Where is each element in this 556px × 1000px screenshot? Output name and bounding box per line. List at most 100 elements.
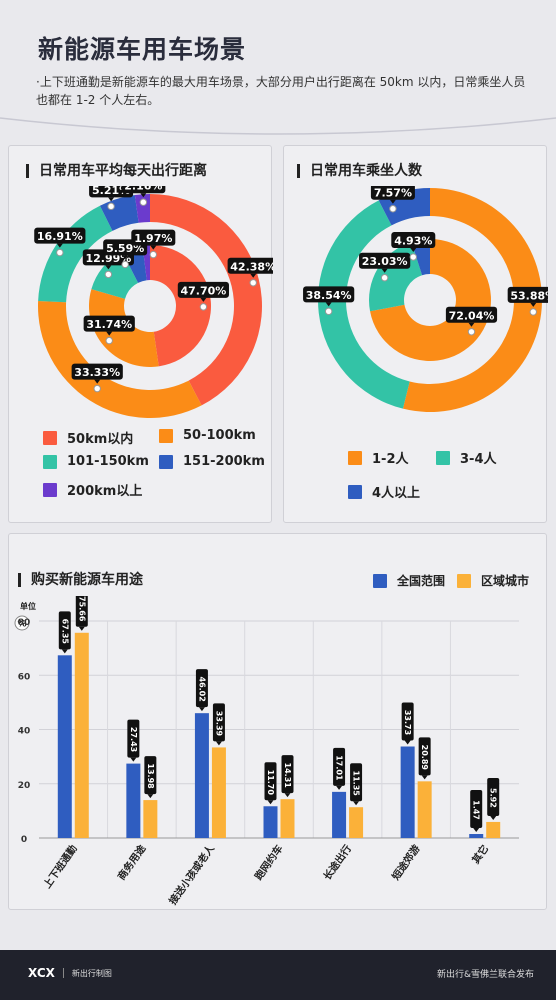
donut-value-label: 1.97% xyxy=(131,229,176,259)
bar-value-label: 17.01 xyxy=(333,747,346,790)
y-tick-label: 80 xyxy=(18,618,31,628)
distance-chart-card: 日常用车平均每天出行距离 42.38% 33.33% 16.91% 5.21% 2.16… xyxy=(8,145,273,523)
footer-logo: XCX 新出行制图 xyxy=(28,966,112,980)
bar-value-label: 14.31 xyxy=(281,755,294,798)
svg-text:14.31: 14.31 xyxy=(283,763,292,789)
passenger-donut-chart: 53.88% 38.54% 7.57% 72.04% 23.03% 4.93% xyxy=(303,186,548,412)
legend-swatch xyxy=(43,430,57,445)
svg-text:38.54%: 38.54% xyxy=(306,289,352,302)
bar-value-label: 33.73 xyxy=(401,702,414,745)
legend-item-1-2: 1-2人 xyxy=(348,448,409,467)
x-category-label: 商务用途 xyxy=(115,841,149,882)
bar-value-label: 20.89 xyxy=(418,737,431,780)
bar xyxy=(126,763,141,838)
svg-text:17.01: 17.01 xyxy=(335,755,344,781)
donut-value-label: 53.88% xyxy=(507,286,548,316)
legend-label: 50-100km xyxy=(183,428,256,443)
x-category-label: 跑网约车 xyxy=(252,842,286,882)
legend-swatch xyxy=(43,482,57,497)
donut-slice xyxy=(38,205,113,303)
usage-bar-chart: 单位% 0 20 40 60 80 67.35 75.66 上下班通勤 27.43 13.98 商务用… xyxy=(14,596,519,906)
bar xyxy=(74,632,89,838)
svg-text:27.43: 27.43 xyxy=(129,727,138,752)
svg-text:20.89: 20.89 xyxy=(420,745,429,771)
bar xyxy=(486,821,501,838)
svg-text:46.02: 46.02 xyxy=(197,677,206,702)
logo-separator xyxy=(62,968,64,978)
svg-text:33.33%: 33.33% xyxy=(74,366,120,379)
svg-text:33.39: 33.39 xyxy=(214,711,223,737)
x-category-label: 长途出行 xyxy=(320,842,354,882)
distance-donut-chart: 42.38% 33.33% 16.91% 5.21%2.16% 47.70% 31.74%… xyxy=(34,186,273,418)
donut-value-label: 7.57% xyxy=(370,186,415,213)
legend-label: 4人以上 xyxy=(372,486,421,501)
donut-slice xyxy=(370,239,491,361)
logo-subtext: 新出行制图 xyxy=(71,968,112,978)
unit-label: 单位 xyxy=(20,601,36,611)
bar-value-label: 11.35 xyxy=(350,763,363,806)
legend-item-national: 全国范围 xyxy=(373,572,445,589)
bar xyxy=(263,806,278,838)
footer: XCX 新出行制图 新出行&雪佛兰联合发布 xyxy=(0,950,556,1000)
bar xyxy=(417,781,432,838)
passenger-chart-card: 日常用车乘坐人数 53.88% 38.54% 7.57% 72.04% 23.03% 4.… xyxy=(283,145,548,523)
legend-label: 3-4人 xyxy=(460,452,497,467)
donut-value-label: 33.33% xyxy=(71,363,123,393)
legend-item-101-150km: 101-150km xyxy=(43,454,149,469)
donut-slice xyxy=(402,188,542,412)
legend-swatch xyxy=(348,450,362,465)
svg-text:13.98: 13.98 xyxy=(146,763,155,789)
legend-item-151-200km: 151-200km xyxy=(159,454,265,469)
legend-swatch xyxy=(436,450,450,465)
svg-text:75.66: 75.66 xyxy=(77,596,86,622)
unit-symbol: % xyxy=(14,615,30,631)
logo-text: XCX xyxy=(28,966,55,980)
svg-text:33.73: 33.73 xyxy=(403,710,412,735)
x-category-label: 短途郊游 xyxy=(389,842,423,882)
legend-label: 101-150km xyxy=(67,454,149,469)
legend-label: 全国范围 xyxy=(397,574,446,588)
svg-text:16.91%: 16.91% xyxy=(37,230,83,243)
x-category-label: 其它 xyxy=(469,842,491,866)
passenger-chart-title: 日常用车乘坐人数 xyxy=(297,164,422,178)
bar xyxy=(332,791,347,838)
legend-swatch xyxy=(457,573,471,588)
legend-item-4-plus: 4人以上 xyxy=(348,482,420,501)
legend-swatch xyxy=(373,573,387,588)
bar xyxy=(143,800,158,838)
legend-item-200km-plus: 200km以上 xyxy=(43,480,142,499)
legend-swatch xyxy=(159,428,173,443)
bar-value-label: 27.43 xyxy=(127,719,140,762)
donut-value-label: 23.03% xyxy=(359,252,411,282)
donut-value-label: 16.91% xyxy=(34,227,86,257)
distance-chart-title: 日常用车平均每天出行距离 xyxy=(26,164,207,178)
bar-value-label: 13.98 xyxy=(144,756,157,799)
svg-text:72.04%: 72.04% xyxy=(449,309,495,322)
donut-value-label: 31.74% xyxy=(83,315,135,345)
donut-value-label: 72.04% xyxy=(445,306,498,336)
svg-text:%: % xyxy=(17,620,26,630)
legend-label: 1-2人 xyxy=(372,452,409,467)
legend-item-50-100km: 50-100km xyxy=(159,428,256,443)
donut-slice xyxy=(150,245,211,367)
svg-text:47.70%: 47.70% xyxy=(180,284,226,297)
legend-swatch xyxy=(159,454,173,469)
usage-bar-chart-card: 购买新能源车用途 全国范围 区域城市 单位% 0 20 40 60 80 67.35 75.6… xyxy=(8,533,547,910)
svg-text:11.70: 11.70 xyxy=(266,770,275,796)
donut-value-label: 38.54% xyxy=(303,286,355,316)
donut-slice xyxy=(150,194,263,406)
donut-slice xyxy=(318,200,410,409)
bar xyxy=(57,655,72,838)
bar-value-label: 1.47 xyxy=(470,790,483,833)
donut-slice xyxy=(38,300,202,418)
donut-value-label: 47.70% xyxy=(177,281,229,311)
intro-text: ·上下班通勤是新能源车的最大用车场景，大部分用户出行距离在 50km 以内，日常… xyxy=(36,75,526,107)
header-decor-arc xyxy=(0,117,556,135)
bar xyxy=(194,713,209,838)
legend-label: 区域城市 xyxy=(481,574,530,588)
legend-item-3-4: 3-4人 xyxy=(436,448,497,467)
svg-text:53.88%: 53.88% xyxy=(510,289,548,302)
y-tick-label: 20 xyxy=(18,781,31,791)
svg-text:4.93%: 4.93% xyxy=(394,235,432,248)
svg-text:1.47: 1.47 xyxy=(472,800,481,820)
